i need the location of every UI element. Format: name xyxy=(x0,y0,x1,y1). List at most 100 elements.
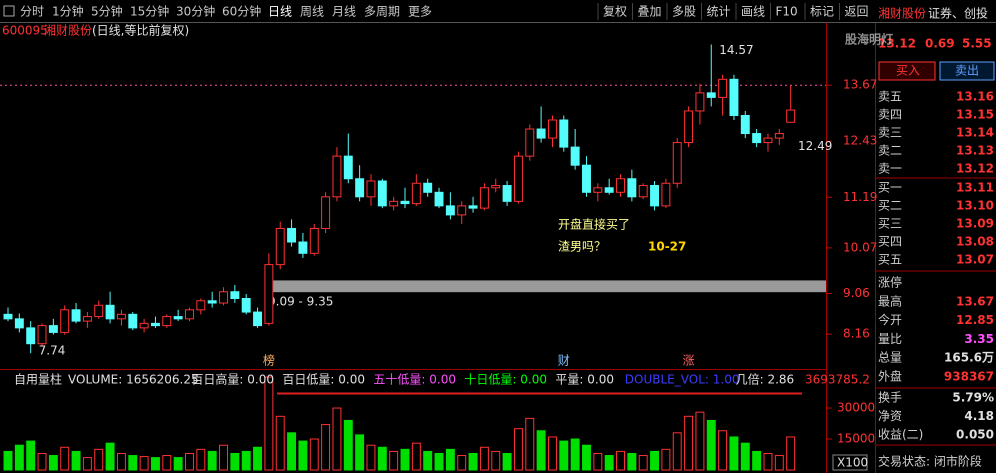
panel-price: 13.12 xyxy=(878,37,916,51)
tool-button[interactable]: 统计 xyxy=(707,5,731,19)
stat-label: 涨停 xyxy=(878,275,902,290)
book-label: 卖三 xyxy=(878,126,902,140)
y-tick-label: 10.07 xyxy=(843,240,877,254)
buy-button[interactable] xyxy=(878,61,936,81)
book-price: 13.10 xyxy=(956,199,994,213)
volume-bar xyxy=(604,455,614,471)
candle-body xyxy=(740,114,750,135)
volume-bar xyxy=(321,424,331,471)
candle-body xyxy=(355,178,365,198)
candle-body xyxy=(82,316,92,322)
candle-body xyxy=(445,205,455,216)
period-tab[interactable]: 月线 xyxy=(332,5,356,19)
stock-name: 湘财股份 xyxy=(44,23,92,38)
candle-body xyxy=(241,298,251,313)
volume-bar xyxy=(287,432,297,471)
candle-body xyxy=(173,316,183,320)
y-tick-label: 9.06 xyxy=(843,286,870,300)
stat-value: 165.6万 xyxy=(944,351,994,365)
book-label: 卖四 xyxy=(878,108,902,122)
tool-button[interactable]: 画线 xyxy=(741,5,765,19)
period-tab[interactable]: 多周期 xyxy=(364,5,400,19)
volume-bar xyxy=(139,456,149,471)
candle-body xyxy=(196,300,206,311)
candle-body xyxy=(661,182,671,207)
candle-body xyxy=(321,196,331,229)
volume-bar xyxy=(377,446,387,471)
volume-indicator: 3693785.2 xyxy=(805,373,870,387)
period-tab[interactable]: 日线 xyxy=(268,5,292,19)
stat-label: 今开 xyxy=(878,312,902,327)
candle-body xyxy=(139,322,149,329)
candle-body xyxy=(116,313,126,320)
volume-bar xyxy=(173,457,183,471)
volume-bar xyxy=(718,430,728,471)
candle-body xyxy=(650,185,660,207)
stat-value: 938367 xyxy=(944,370,994,384)
volume-indicator: VOLUME: 1656206.25 xyxy=(68,373,199,387)
tool-button[interactable]: 标记 xyxy=(810,5,834,19)
volume-bar xyxy=(309,438,319,471)
y-tick-label: 8.16 xyxy=(843,327,870,341)
volume-bar xyxy=(593,452,603,471)
book-price: 13.15 xyxy=(956,108,994,122)
book-price: 13.14 xyxy=(956,126,994,140)
candle-body xyxy=(230,291,240,300)
tool-button[interactable]: 返回 xyxy=(845,5,869,19)
buy-label[interactable]: 买入 xyxy=(896,64,920,78)
volume-bar xyxy=(513,428,523,471)
volume-bar xyxy=(661,448,671,471)
sell-button[interactable] xyxy=(939,61,995,81)
candle-body xyxy=(332,155,342,198)
volume-bar xyxy=(616,450,625,471)
candle-body xyxy=(389,200,399,207)
period-tab[interactable]: 5分钟 xyxy=(91,4,123,19)
candle-body xyxy=(491,185,501,189)
period-tab[interactable]: 1分钟 xyxy=(52,4,84,19)
book-label: 买四 xyxy=(878,235,902,249)
tool-button[interactable]: F10 xyxy=(776,5,798,19)
volume-indicator: 五十低量: 0.00 xyxy=(373,373,456,387)
period-tab[interactable]: 更多 xyxy=(408,5,432,19)
tool-button[interactable]: 复权 xyxy=(603,5,627,19)
tool-button[interactable]: 多股 xyxy=(672,5,696,19)
watermark: 股海明灯 xyxy=(845,32,893,47)
period-tab[interactable]: 60分钟 xyxy=(222,4,261,19)
volume-indicator: 几倍: 2.86 xyxy=(736,372,795,387)
volume-bar xyxy=(457,455,467,471)
book-price: 13.13 xyxy=(956,144,994,158)
volume-bar xyxy=(230,452,240,471)
candle-body xyxy=(729,78,739,116)
candle-body xyxy=(547,119,557,139)
candle-body xyxy=(638,185,648,198)
volume-bar xyxy=(774,455,784,471)
volume-bar xyxy=(650,450,660,471)
candle-body xyxy=(513,155,523,202)
candle-body xyxy=(752,133,762,144)
volume-bar xyxy=(627,452,637,471)
volume-indicator: 平量: 0.00 xyxy=(555,373,614,387)
book-price: 13.09 xyxy=(956,217,994,231)
volume-bar xyxy=(423,450,433,471)
price-annotation: 14.57 xyxy=(719,43,753,57)
volume-bar xyxy=(94,448,104,471)
candle-body xyxy=(185,309,194,320)
period-tab[interactable]: 周线 xyxy=(300,5,324,19)
toolbar-icon xyxy=(3,5,15,17)
book-label: 卖二 xyxy=(878,144,902,158)
candle-body xyxy=(763,137,773,144)
period-tab[interactable]: 分时 xyxy=(20,5,44,19)
volume-bar xyxy=(71,450,81,471)
book-price: 13.11 xyxy=(956,181,994,195)
candle-body xyxy=(94,304,104,318)
period-tab[interactable]: 30分钟 xyxy=(176,4,215,19)
stock-code: 600095 xyxy=(2,24,48,38)
volume-bar xyxy=(253,446,263,471)
candle-body xyxy=(150,322,160,327)
tool-button[interactable]: 叠加 xyxy=(638,5,662,19)
sell-label[interactable]: 卖出 xyxy=(955,64,979,78)
period-tab[interactable]: 15分钟 xyxy=(130,4,169,19)
event-marker: 涨 xyxy=(683,353,695,368)
volume-bar xyxy=(695,411,705,471)
stat-value: 0.050 xyxy=(956,428,994,442)
